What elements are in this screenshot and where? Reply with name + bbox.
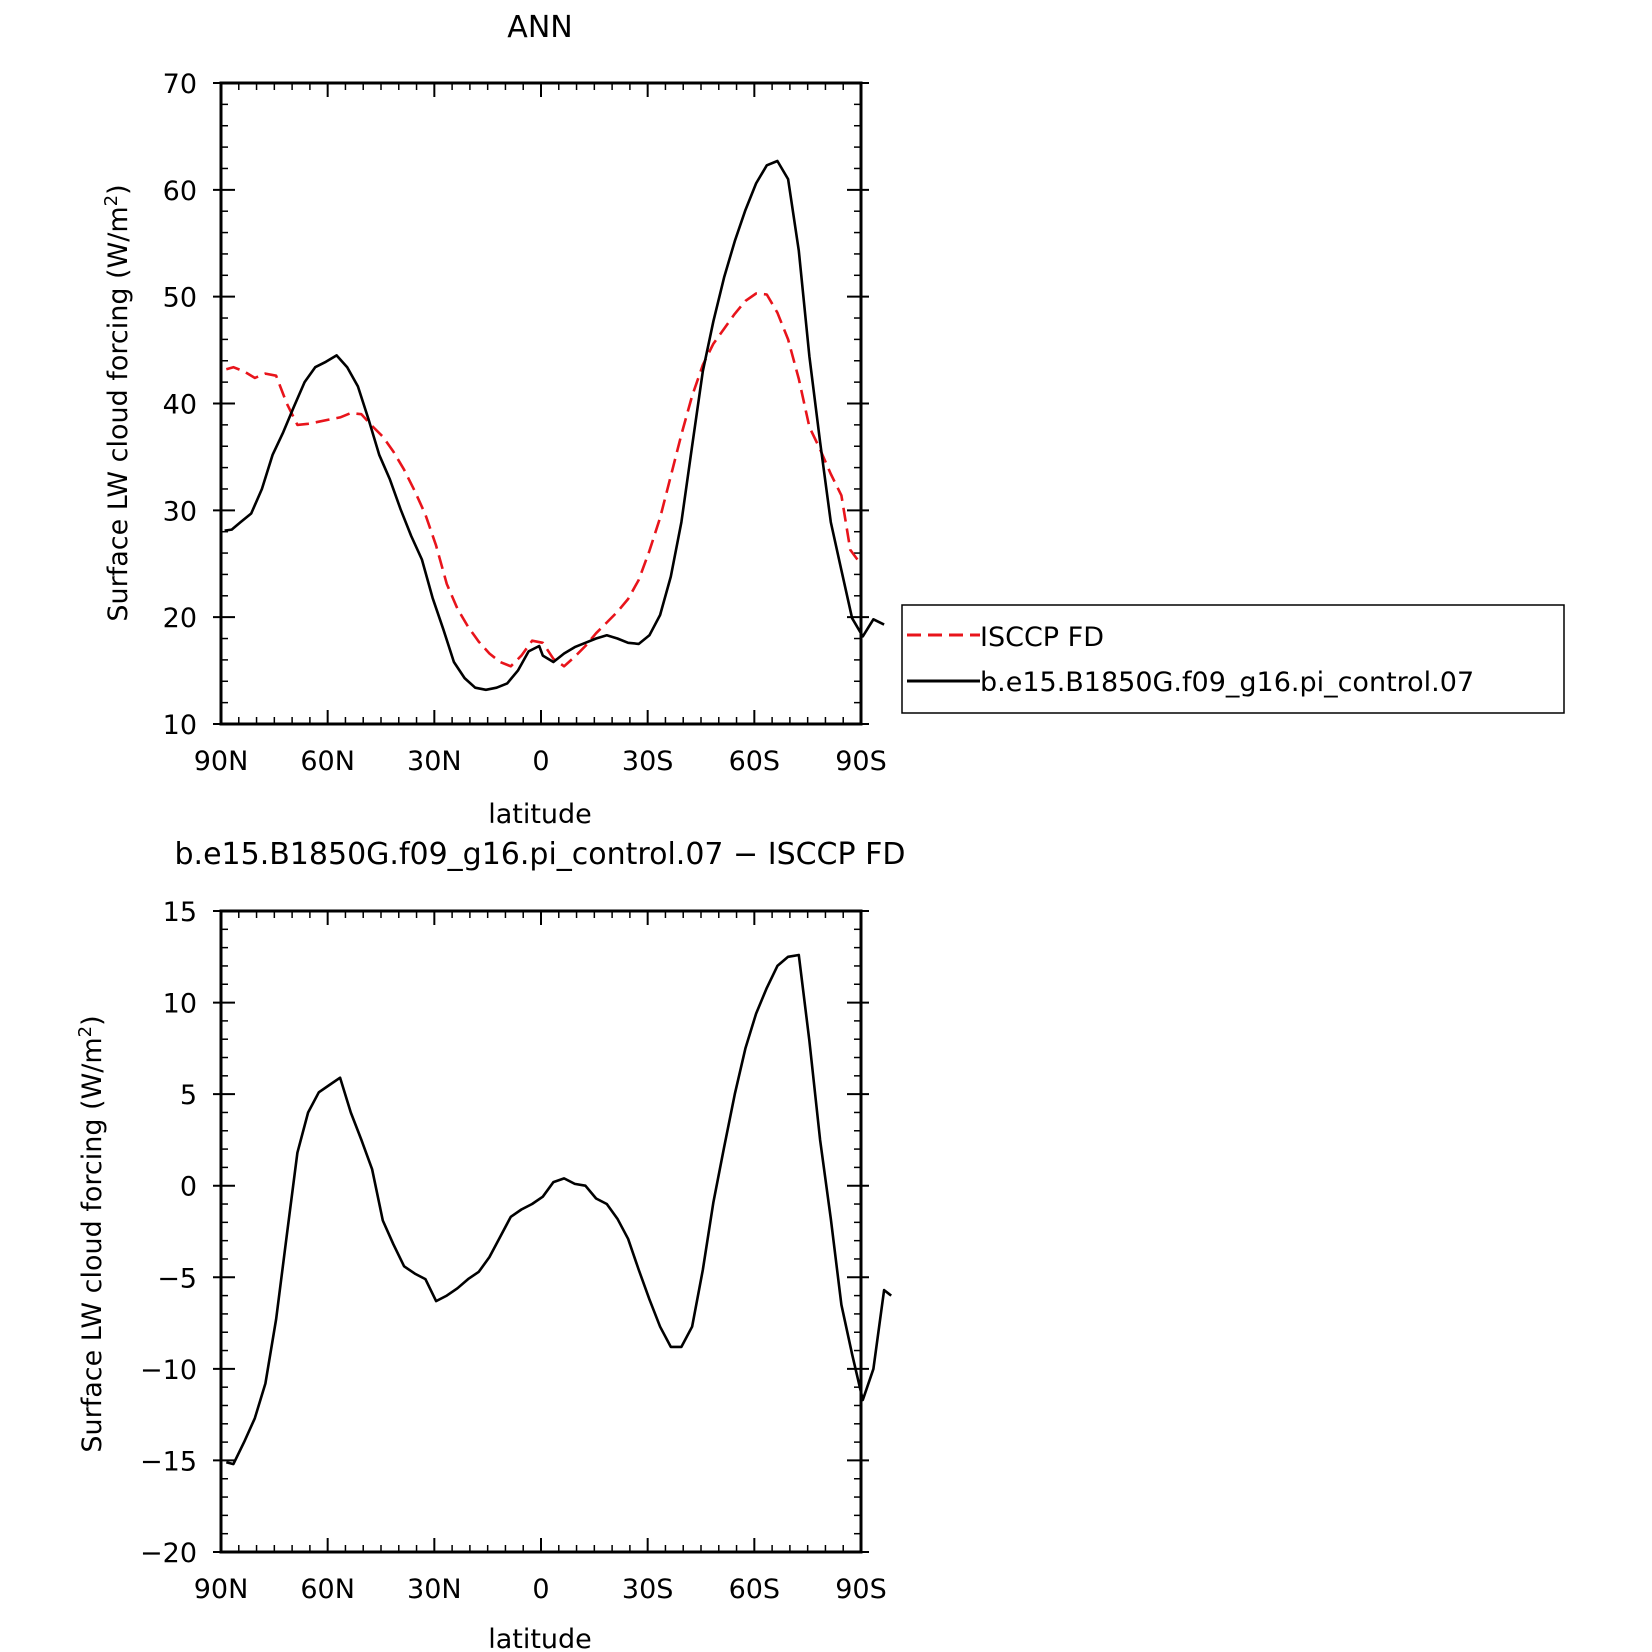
y-tick-label: 10 [163, 710, 197, 741]
y-tick-label: −20 [140, 1538, 197, 1569]
y-tick-label: 40 [163, 390, 197, 421]
bottom-panel-x-axis-label: latitude [488, 1624, 592, 1652]
top-panel-y-axis-label: Surface LW cloud forcing (W/m2) [101, 184, 135, 621]
y-tick-label: 20 [163, 603, 197, 634]
top-panel: ANN Surface LW cloud forcing (W/m2) lati… [101, 10, 1565, 830]
x-tick-label: 30N [407, 1574, 462, 1605]
y-tick-label: 30 [163, 496, 197, 527]
y-tick-label: −10 [140, 1355, 197, 1386]
y-tick-label: 15 [163, 897, 197, 928]
y-tick-label: 10 [163, 989, 197, 1020]
bottom-panel-title: b.e15.B1850G.f09_g16.pi_control.07 − ISC… [174, 837, 905, 872]
y-tick-label: 5 [180, 1080, 197, 1111]
y-tick-label: 70 [163, 69, 197, 100]
y-tick-label: 50 [163, 283, 197, 314]
x-tick-label: 90N [194, 1574, 249, 1605]
legend-label-model: b.e15.B1850G.f09_g16.pi_control.07 [980, 667, 1474, 698]
y-tick-label: 60 [163, 176, 197, 207]
x-tick-label: 0 [532, 1574, 549, 1605]
y-tick-label: 0 [180, 1172, 197, 1203]
x-tick-label: 90N [194, 746, 249, 777]
bottom-panel-y-axis-label: Surface LW cloud forcing (W/m2) [75, 1015, 109, 1452]
bottom-panel: b.e15.B1850G.f09_g16.pi_control.07 − ISC… [75, 837, 906, 1652]
x-tick-label: 60N [300, 1574, 355, 1605]
y-tick-label: −15 [140, 1446, 197, 1477]
top-panel-title: ANN [507, 10, 572, 45]
legend: ISCCP FD b.e15.B1850G.f09_g16.pi_control… [901, 604, 1565, 714]
x-tick-label: 90S [835, 746, 887, 777]
x-tick-label: 0 [532, 746, 549, 777]
series-line [225, 953, 892, 1466]
x-tick-label: 60N [300, 746, 355, 777]
x-tick-label: 60S [729, 1574, 781, 1605]
x-tick-label: 30N [407, 746, 462, 777]
top-panel-plot-frame [219, 81, 863, 726]
y-tick-label: −5 [157, 1263, 197, 1294]
legend-box [901, 604, 1565, 714]
x-tick-label: 60S [729, 746, 781, 777]
series-line [225, 292, 859, 668]
top-panel-x-axis-label: latitude [488, 799, 592, 830]
x-tick-label: 30S [622, 1574, 674, 1605]
x-tick-label: 90S [835, 1574, 887, 1605]
series-line [224, 159, 885, 692]
bottom-panel-plot-frame [219, 909, 863, 1554]
legend-label-isccp: ISCCP FD [980, 622, 1104, 653]
x-tick-label: 30S [622, 746, 674, 777]
